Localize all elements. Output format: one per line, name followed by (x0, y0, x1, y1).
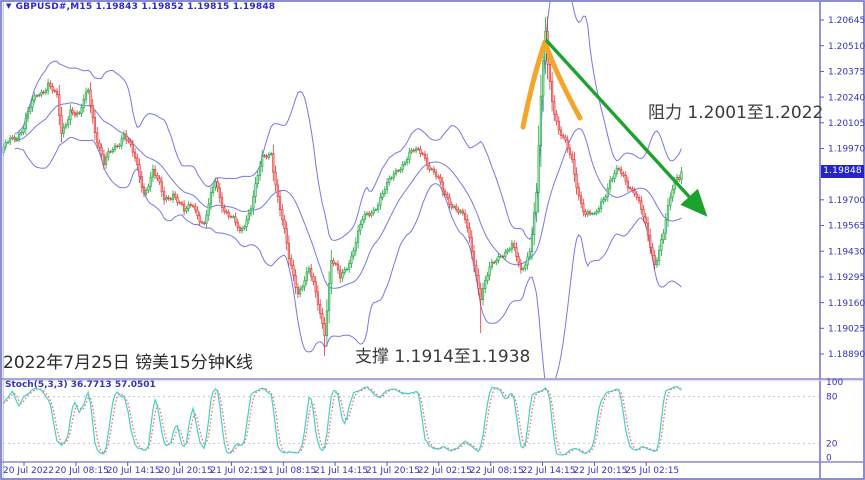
time-tick-label: 20 Jul 2022 (3, 466, 54, 476)
price-tick-label: 1.19700 (828, 196, 865, 206)
stochastic-layer (2, 385, 819, 456)
time-tick-label: 25 Jul 02:15 (625, 466, 679, 476)
downtrend-arrow[interactable] (544, 38, 708, 217)
analyst-drawings-layer[interactable] (520, 38, 708, 217)
time-tick-label: 20 Jul 14:15 (107, 466, 161, 476)
chart-title-text: GBPUSD#,M15 1.19843 1.19852 1.19815 1.19… (15, 2, 276, 12)
resistance-annotation: 阻力 1.2001至1.2022 (648, 103, 824, 123)
time-tick-label: 22 Jul 14:15 (522, 466, 576, 476)
stochastic-k-line (2, 385, 682, 456)
time-tick-label: 22 Jul 20:15 (573, 466, 627, 476)
time-tick-label: 21 Jul 14:15 (314, 466, 368, 476)
time-tick-label: 20 Jul 20:15 (159, 466, 213, 476)
time-tick-label: 22 Jul 08:15 (470, 466, 524, 476)
symbol-marker-icon: ▼ (6, 2, 12, 10)
candles-layer (2, 16, 683, 356)
orange-peak-mark[interactable] (520, 39, 583, 130)
time-tick-label: 20 Jul 08:15 (55, 466, 109, 476)
price-tick-label: 1.19295 (828, 273, 865, 283)
time-tick-label: 21 Jul 02:15 (210, 466, 264, 476)
price-tick-label: 1.20240 (828, 93, 865, 103)
stoch-level-label: 0 (826, 454, 832, 464)
date-annotation: 2022年7月25日 镑美15分钟K线 (3, 353, 253, 373)
chart-title: ▼ GBPUSD#,M15 1.19843 1.19852 1.19815 1.1… (6, 2, 275, 12)
price-tick-label: 1.19025 (828, 325, 865, 335)
stochastic-d-line (3, 386, 682, 456)
stochastic-indicator-label: Stoch(5,3,3) 36.7713 57.0501 (5, 380, 156, 390)
stoch-level-label: 100 (826, 378, 843, 388)
time-tick-label: 21 Jul 20:15 (366, 466, 420, 476)
price-tick-label: 1.20105 (828, 119, 865, 129)
price-axis[interactable]: 1.20645 1.20510 1.20375 1.20240 1.20105 1.199… (820, 16, 865, 464)
time-tick-label: 21 Jul 08:15 (262, 466, 316, 476)
stoch-level-label: 80 (826, 393, 838, 403)
price-tick-label: 1.20375 (828, 68, 865, 78)
price-tick-label: 1.20645 (828, 16, 865, 26)
support-annotation: 支撑 1.1914至1.1938 (355, 347, 531, 367)
price-tick-label: 1.19160 (828, 299, 865, 309)
current-price-badge: 1.19848 (821, 165, 864, 179)
price-tick-label: 1.20510 (828, 42, 865, 52)
stoch-level-label: 20 (826, 439, 838, 449)
price-tick-label: 1.19970 (828, 145, 865, 155)
price-tick-label: 1.19565 (828, 222, 865, 232)
price-tick-label: 1.18890 (828, 350, 865, 360)
time-tick-label: 22 Jul 02:15 (418, 466, 472, 476)
price-tick-label: 1.19430 (828, 247, 865, 257)
